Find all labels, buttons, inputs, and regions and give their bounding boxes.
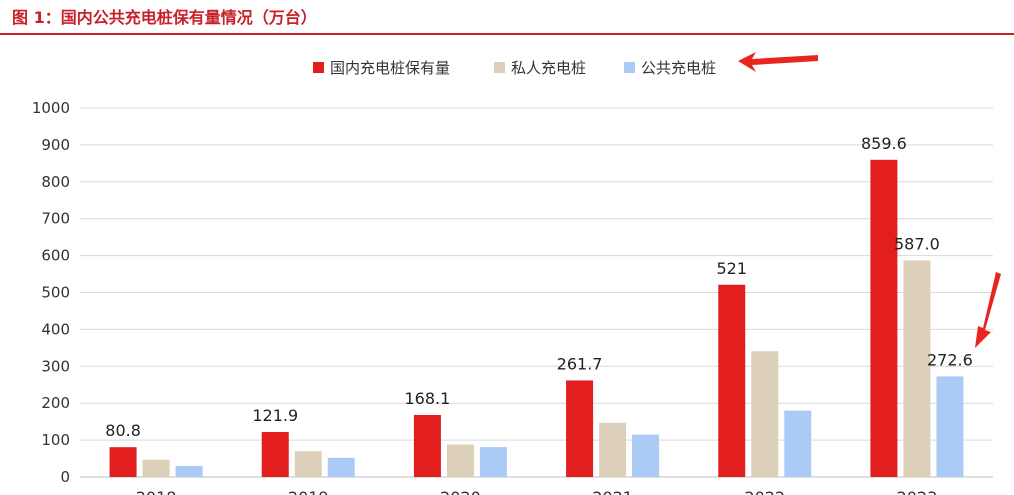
title-divider (0, 33, 1014, 35)
legend-item-private: 私人充电桩 (494, 54, 586, 80)
bar-2023-series-0 (870, 159, 898, 477)
y-tick-label-1000: 1000 (32, 99, 70, 117)
bar-2020-series-0 (413, 414, 441, 477)
x-tick-label-2020: 2020 (440, 488, 481, 495)
bar-2022-series-0 (718, 284, 746, 477)
data-label-2018-series-0: 80.8 (105, 421, 141, 440)
y-tick-label-100: 100 (41, 431, 70, 449)
legend-swatch-private (494, 61, 505, 73)
x-tick-label-2019: 2019 (288, 488, 329, 495)
x-tick-label-2022: 2022 (744, 488, 785, 495)
data-label-2023-series-2: 272.6 (927, 350, 973, 369)
y-tick-label-500: 500 (41, 284, 70, 302)
legend-swatch-total (313, 61, 324, 73)
bar-2021-series-1 (599, 422, 627, 477)
y-tick-label-300: 300 (41, 357, 70, 375)
chart-legend: 国内充电桩保有量 私人充电桩 公共充电桩 (0, 54, 1014, 80)
bar-2019-series-2 (327, 457, 355, 477)
legend-swatch-public (624, 61, 635, 73)
bar-2021-series-0 (566, 380, 594, 477)
x-tick-label-2018: 2018 (136, 488, 177, 495)
data-label-2019-series-0: 121.9 (252, 406, 298, 425)
y-tick-label-800: 800 (41, 173, 70, 191)
bar-2018-series-1 (142, 459, 170, 477)
legend-label-public: 公共充电桩 (641, 58, 717, 77)
data-label-2022-series-0: 521 (716, 259, 747, 278)
annotation-arrow-bar (975, 272, 1001, 348)
data-label-2023-series-0: 859.6 (861, 134, 907, 153)
bar-2018-series-0 (109, 447, 137, 477)
data-label-2020-series-0: 168.1 (405, 389, 451, 408)
x-tick-label-2023: 2023 (897, 488, 938, 495)
y-tick-label-400: 400 (41, 320, 70, 338)
y-tick-label-0: 0 (60, 468, 70, 486)
legend-item-public: 公共充电桩 (624, 54, 716, 80)
legend-label-total: 国内充电桩保有量 (330, 58, 451, 77)
data-label-2023-series-1: 587.0 (894, 234, 940, 253)
legend-item-total: 国内充电桩保有量 (313, 54, 450, 80)
figure-title: 图 1：国内公共充电桩保有量情况（万台） (12, 8, 317, 27)
bar-2022-series-2 (784, 410, 812, 477)
bar-2021-series-2 (632, 434, 660, 477)
bar-2023-series-2 (936, 376, 964, 477)
bar-2020-series-1 (446, 444, 474, 477)
bar-2022-series-1 (751, 351, 779, 477)
bar-2019-series-0 (261, 432, 289, 477)
bar-2019-series-1 (294, 451, 322, 477)
data-label-2021-series-0: 261.7 (557, 354, 603, 373)
bar-2020-series-2 (479, 447, 507, 477)
y-tick-label-200: 200 (41, 394, 70, 412)
bar-2018-series-2 (175, 465, 203, 477)
y-tick-label-900: 900 (41, 136, 70, 154)
x-tick-label-2021: 2021 (592, 488, 633, 495)
y-tick-label-700: 700 (41, 210, 70, 228)
annotation-arrow-legend (738, 52, 818, 72)
bar-2023-series-1 (903, 260, 931, 477)
y-tick-label-600: 600 (41, 247, 70, 265)
legend-label-private: 私人充电桩 (511, 58, 587, 77)
